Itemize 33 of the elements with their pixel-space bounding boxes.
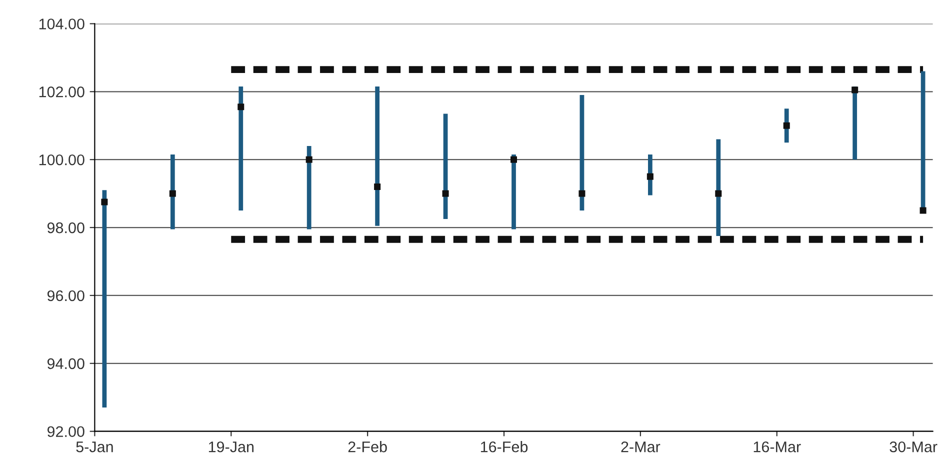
- y-tick-label: 100.00: [39, 154, 84, 166]
- y-tick-label: 98.00: [47, 222, 84, 234]
- x-tick-label: 16-Feb: [480, 441, 528, 452]
- x-tick-label: 30-Mar: [890, 441, 938, 452]
- point: [510, 156, 518, 163]
- point: [238, 104, 244, 110]
- y-tick-label: 96.00: [47, 290, 84, 302]
- point: [715, 190, 722, 197]
- point: [578, 190, 586, 197]
- point: [374, 184, 381, 190]
- bar: [716, 139, 721, 236]
- point: [920, 207, 926, 214]
- point: [306, 156, 312, 163]
- x-tick-label: 2-Feb: [348, 441, 387, 452]
- x-tick-label: 19-Jan: [208, 441, 254, 452]
- bar: [375, 86, 380, 226]
- point: [783, 122, 790, 129]
- point: [646, 173, 654, 180]
- x-tick-label: 5-Jan: [76, 442, 113, 452]
- y-tick-label: 92.00: [47, 426, 84, 438]
- y-tick-label: 104.00: [39, 18, 84, 30]
- bar: [512, 154, 516, 230]
- point: [442, 190, 449, 197]
- point: [169, 190, 176, 197]
- y-tick-label: 94.00: [47, 358, 84, 370]
- bar: [170, 154, 175, 230]
- x-tick-label: 2-Mar: [621, 441, 660, 452]
- y-tick-label: 102.00: [39, 86, 84, 98]
- point: [101, 198, 108, 206]
- bar: [306, 146, 312, 230]
- bar: [238, 86, 244, 211]
- x-tick-label: 16-Mar: [754, 441, 801, 452]
- point: [852, 86, 858, 94]
